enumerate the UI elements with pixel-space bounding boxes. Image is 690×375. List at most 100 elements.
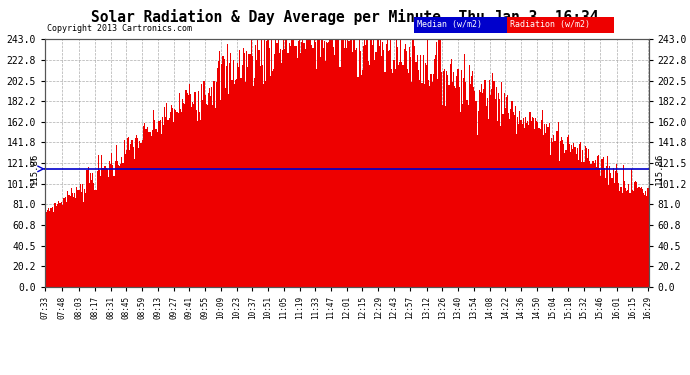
Bar (351, 39, 352, 287)
Bar (291, 39, 292, 287)
Bar (341, 39, 342, 287)
Bar (248, 54, 250, 287)
Bar (545, 132, 546, 287)
Bar (165, 117, 166, 287)
Bar (113, 177, 115, 287)
Bar (236, 79, 237, 287)
Bar (120, 164, 121, 287)
Bar (375, 52, 377, 287)
Bar (374, 60, 375, 287)
Bar (434, 60, 435, 287)
Bar (290, 46, 291, 287)
Bar (233, 60, 234, 287)
Bar (448, 85, 450, 287)
Bar (353, 39, 354, 287)
Bar (629, 193, 631, 287)
Bar (45, 207, 46, 287)
Bar (386, 39, 388, 287)
Bar (106, 168, 107, 287)
Bar (569, 144, 570, 287)
Bar (507, 95, 508, 287)
Bar (47, 210, 48, 287)
Bar (261, 39, 262, 287)
Bar (116, 145, 117, 287)
Bar (509, 119, 511, 287)
Bar (355, 51, 356, 287)
Bar (589, 161, 590, 287)
Bar (175, 110, 177, 287)
Bar (558, 122, 559, 287)
Bar (108, 177, 109, 287)
Bar (250, 40, 252, 287)
Bar (283, 39, 284, 287)
Bar (522, 124, 523, 287)
Bar (220, 100, 221, 287)
Bar (454, 86, 455, 287)
Text: Copyright 2013 Cartronics.com: Copyright 2013 Cartronics.com (47, 24, 192, 33)
Bar (134, 159, 135, 287)
Bar (392, 73, 393, 287)
Bar (64, 198, 65, 287)
Bar (452, 82, 453, 287)
Bar (631, 169, 632, 287)
Bar (228, 94, 229, 287)
Bar (329, 39, 331, 287)
Bar (118, 165, 119, 287)
Bar (534, 129, 535, 287)
Bar (197, 121, 198, 287)
Bar (243, 48, 244, 287)
Bar (573, 143, 574, 287)
Bar (230, 53, 231, 287)
Bar (117, 161, 118, 287)
Bar (202, 100, 204, 287)
Bar (297, 58, 298, 287)
Bar (372, 45, 373, 287)
Bar (529, 112, 531, 287)
Bar (144, 123, 145, 287)
Bar (432, 82, 433, 287)
Bar (531, 121, 532, 287)
Bar (431, 74, 432, 287)
Bar (98, 155, 99, 287)
Bar (361, 75, 362, 287)
Bar (347, 39, 348, 287)
Bar (337, 39, 338, 287)
Bar (553, 135, 554, 287)
Bar (497, 121, 498, 287)
Bar (227, 44, 228, 287)
Bar (395, 39, 397, 287)
Bar (627, 190, 629, 287)
Bar (189, 84, 190, 287)
Bar (104, 166, 106, 287)
Bar (211, 87, 213, 287)
Bar (441, 72, 442, 287)
Bar (426, 64, 427, 287)
Bar (52, 212, 54, 287)
Bar (99, 171, 100, 287)
Bar (89, 183, 90, 287)
Bar (645, 191, 647, 287)
Bar (540, 129, 541, 287)
Bar (146, 129, 147, 287)
Bar (229, 63, 230, 287)
Bar (546, 124, 547, 287)
Bar (281, 63, 282, 287)
Bar (417, 55, 418, 287)
Bar (163, 124, 164, 287)
Bar (544, 124, 545, 287)
Bar (616, 164, 617, 287)
Bar (221, 64, 222, 287)
Bar (55, 203, 56, 287)
Bar (583, 162, 584, 287)
Bar (357, 77, 359, 287)
Bar (541, 120, 542, 287)
Bar (618, 183, 620, 287)
Bar (115, 161, 116, 287)
Bar (595, 167, 597, 287)
Bar (111, 153, 112, 287)
Bar (239, 50, 241, 287)
Text: Solar Radiation & Day Average per Minute  Thu Jan 3  16:34: Solar Radiation & Day Average per Minute… (91, 9, 599, 26)
Bar (286, 53, 288, 287)
Bar (155, 129, 156, 287)
Bar (389, 50, 390, 287)
